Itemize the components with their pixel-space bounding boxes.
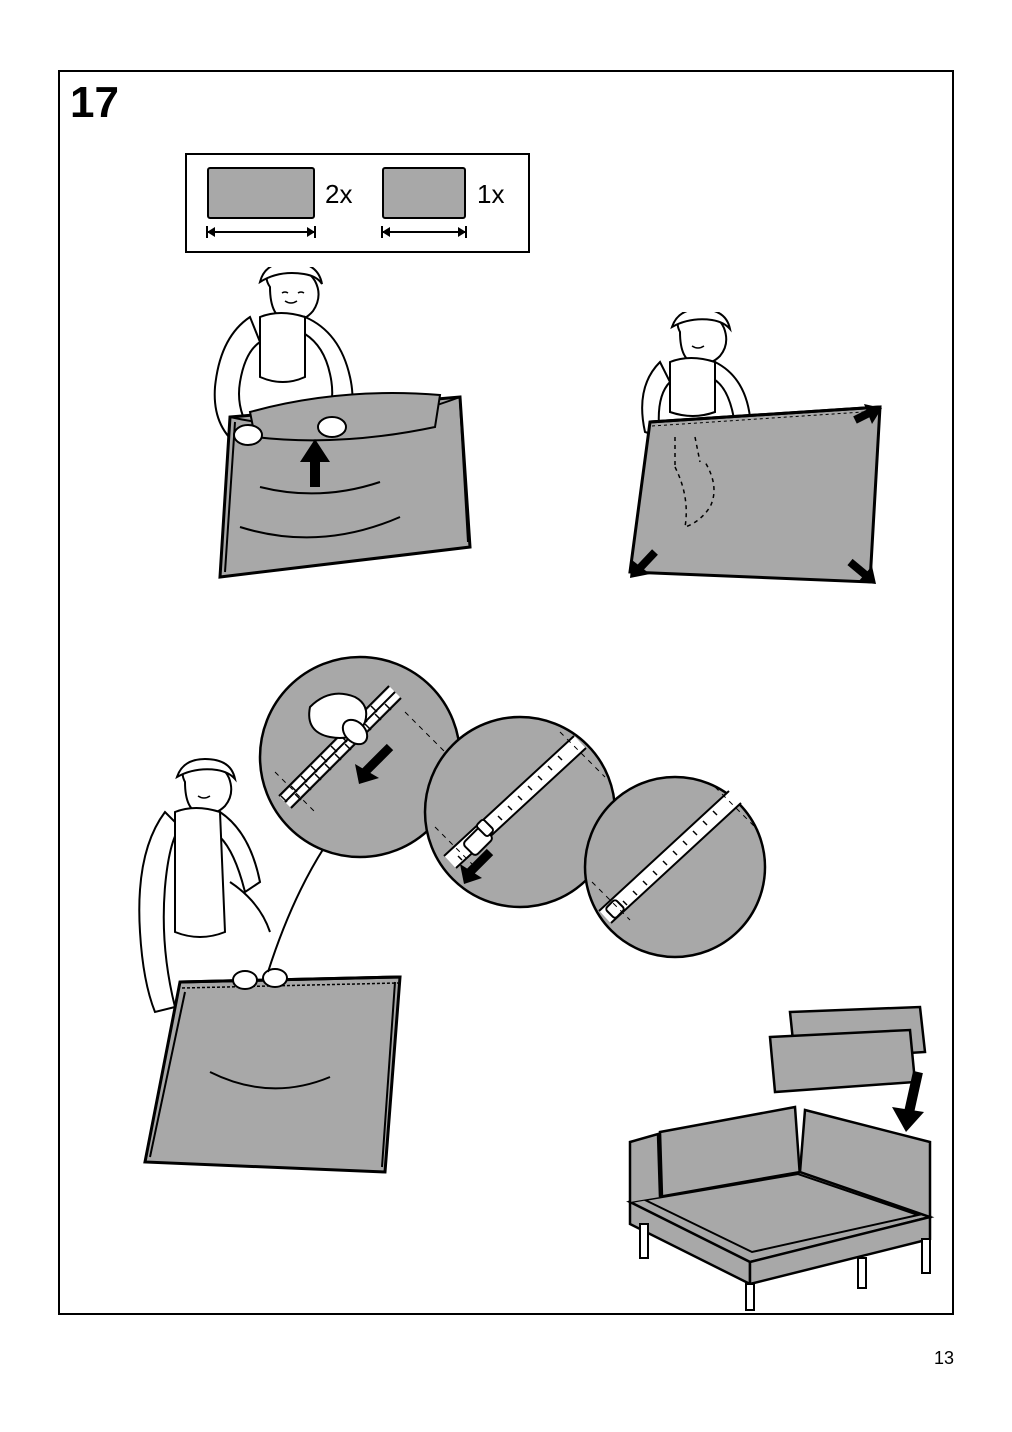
parts-box: 2x 1x (185, 153, 530, 253)
instruction-page: 2x 1x (58, 70, 954, 1315)
dimension-arrow-large (207, 231, 315, 233)
illus-person-opening-cover (140, 267, 490, 597)
illus-sofa-with-cushions (600, 1002, 950, 1312)
illus-person-inserting-cushion (560, 312, 900, 622)
illus-zipper-detail-closed (580, 772, 770, 962)
dimension-arrow-small (382, 231, 466, 233)
large-cushion-icon (207, 167, 315, 219)
step-number: 17 (70, 78, 119, 128)
page-number: 13 (934, 1348, 954, 1369)
small-cushion-qty: 1x (477, 179, 504, 210)
small-cushion-icon (382, 167, 466, 219)
large-cushion-qty: 2x (325, 179, 352, 210)
